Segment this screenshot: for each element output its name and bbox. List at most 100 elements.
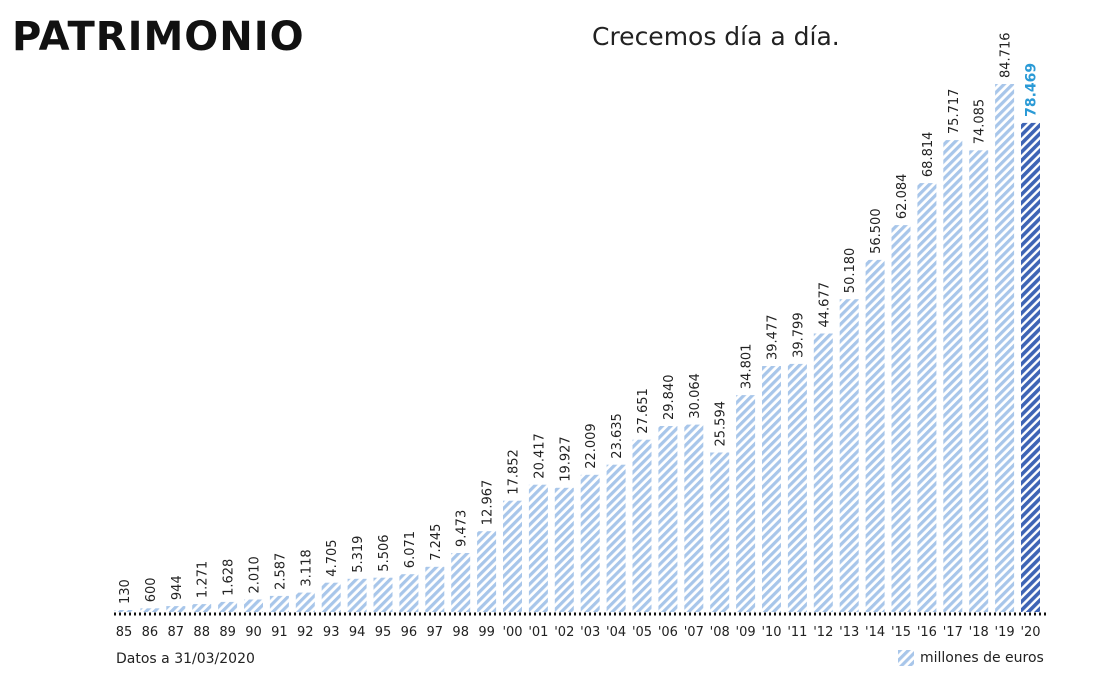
x-tick-label: 91	[271, 625, 288, 640]
value-label: 2.587	[273, 553, 288, 590]
value-label: 74.085	[973, 99, 988, 145]
value-label: 50.180	[843, 248, 858, 294]
value-label: 1.271	[196, 561, 211, 598]
bar-06	[658, 426, 678, 612]
x-tick-label: '09	[736, 625, 756, 640]
tick-label-group: 85 86 87 88 89 90 91 92 93 94 95 96 97 98 99 '00 '01 '02 '…	[116, 625, 1041, 640]
value-label: 84.716	[999, 33, 1014, 79]
x-tick-label: '10	[761, 625, 781, 640]
value-label: 19.927	[558, 436, 573, 482]
bar-13	[839, 299, 859, 612]
value-label: 600	[144, 577, 159, 602]
x-tick-label: 85	[116, 625, 133, 640]
x-tick-label: 93	[323, 625, 340, 640]
bar-09	[736, 395, 756, 612]
bar-90	[244, 599, 263, 612]
value-label: 22.009	[584, 423, 599, 469]
value-label: 68.814	[921, 132, 936, 178]
value-label: 78.469	[1024, 63, 1040, 117]
value-label: 9.473	[455, 510, 470, 547]
x-tick-label: '07	[684, 625, 704, 640]
x-tick-label: 99	[478, 625, 495, 640]
value-label: 39.799	[791, 312, 806, 358]
x-tick-label: '05	[632, 625, 652, 640]
bar-group	[114, 84, 1040, 613]
value-label: 2.010	[248, 556, 263, 593]
bar-97	[425, 566, 445, 612]
bar-07	[684, 424, 704, 612]
value-label: 6.071	[403, 531, 418, 568]
x-tick-label: '03	[580, 625, 600, 640]
x-tick-label: 96	[401, 625, 418, 640]
legend-swatch-icon	[898, 650, 914, 666]
value-label: 5.319	[351, 536, 366, 573]
x-tick-label: '19	[995, 625, 1015, 640]
x-tick-label: 90	[245, 625, 262, 640]
x-tick-label: '16	[917, 625, 937, 640]
bar-01	[528, 484, 548, 612]
bar-94	[347, 578, 367, 612]
bar-99	[477, 531, 497, 612]
value-label: 3.118	[299, 549, 314, 586]
x-tick-label: 97	[427, 625, 444, 640]
value-label: 29.840	[662, 375, 677, 421]
bar-92	[295, 592, 315, 612]
x-tick-label: '00	[502, 625, 522, 640]
x-tick-label: '13	[839, 625, 859, 640]
x-tick-label: '18	[969, 625, 989, 640]
bar-03	[580, 474, 600, 612]
x-tick-label: '17	[943, 625, 963, 640]
bar-88	[192, 604, 212, 612]
bar-02	[554, 487, 574, 612]
x-tick-label: 92	[297, 625, 314, 640]
chart-subtitle: Crecemos día a día.	[592, 22, 840, 51]
bar-87	[166, 606, 186, 612]
legend-label: millones de euros	[920, 650, 1044, 666]
x-tick-label: '20	[1020, 625, 1040, 640]
bar-85	[114, 610, 134, 612]
value-label-group: 130 600 944 1.271 1.628 2.010 2.587 3.118 4.705 5…	[118, 33, 1040, 605]
bar-96	[399, 574, 419, 612]
value-label: 17.852	[507, 449, 522, 495]
bar-11	[787, 363, 807, 612]
bar-89	[218, 601, 238, 612]
value-label: 944	[170, 575, 185, 600]
x-tick-label: 98	[452, 625, 469, 640]
x-tick-label: 88	[193, 625, 210, 640]
x-tick-label: '15	[891, 625, 911, 640]
x-tick-label: 94	[349, 625, 366, 640]
bar-00	[503, 500, 522, 612]
bar-86	[140, 608, 160, 612]
value-label: 44.677	[817, 282, 832, 328]
x-tick-label: '06	[658, 625, 678, 640]
bar-98	[451, 553, 471, 612]
x-tick-label: '11	[787, 625, 807, 640]
value-label: 130	[118, 579, 133, 604]
page-title: PATRIMONIO	[12, 14, 305, 60]
value-label: 12.967	[481, 480, 496, 526]
bar-05	[632, 439, 652, 612]
bar-95	[373, 577, 393, 612]
bar-10	[762, 366, 781, 612]
bar-91	[269, 595, 289, 612]
value-label: 62.084	[895, 174, 910, 220]
value-label: 27.651	[636, 388, 651, 434]
x-tick-label: 87	[168, 625, 185, 640]
value-label: 39.477	[766, 315, 781, 361]
x-tick-label: '08	[710, 625, 730, 640]
x-tick-label: 86	[142, 625, 159, 640]
footnote-date: Datos a 31/03/2020	[116, 651, 255, 667]
value-label: 34.801	[740, 344, 755, 390]
value-label: 4.705	[325, 539, 340, 576]
x-tick-label: 89	[219, 625, 236, 640]
bar-08	[710, 452, 730, 612]
value-label: 23.635	[610, 413, 625, 459]
value-label: 30.064	[688, 373, 703, 419]
bar-12	[813, 333, 833, 612]
bar-15	[891, 225, 911, 612]
value-label: 56.500	[869, 208, 884, 254]
x-tick-label: '01	[528, 625, 548, 640]
x-tick-label: '14	[865, 625, 885, 640]
bar-04	[606, 464, 626, 612]
